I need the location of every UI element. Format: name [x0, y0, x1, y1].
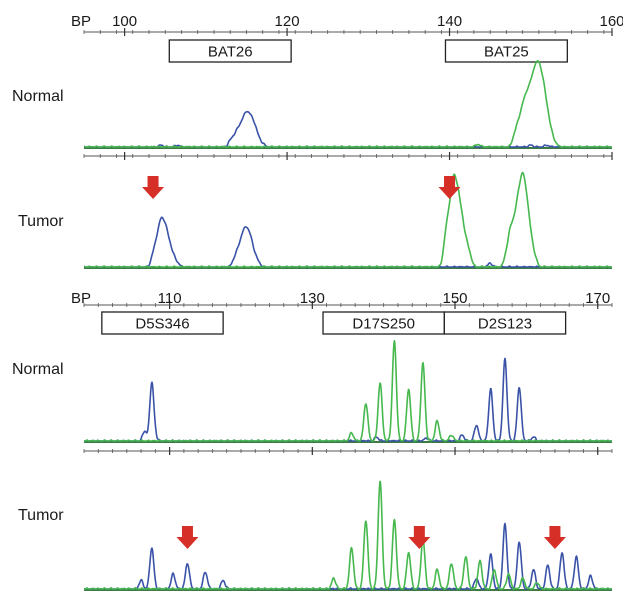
red-arrow-icon [543, 526, 566, 549]
tick-label: 140 [437, 13, 462, 30]
bp-axis: 110 130 150 170 BP [71, 290, 613, 309]
green-trace [83, 171, 613, 268]
tick-label: 100 [112, 13, 137, 30]
row-label: Normal [12, 88, 64, 105]
tick-label: 120 [275, 13, 300, 30]
tick-label: 150 [443, 290, 468, 307]
green-trace [83, 340, 613, 442]
chart-panel-1: BAT26 BAT25 Normal Tumor [12, 39, 613, 269]
row-label: Tumor [18, 507, 64, 524]
row-label: Normal [12, 361, 64, 378]
marker-rect [444, 39, 568, 63]
red-arrow-icon [142, 176, 165, 199]
trace-row-normal: Normal [12, 60, 613, 149]
marker-label: BAT26 [208, 44, 253, 61]
blue-trace [83, 357, 613, 442]
bp-axis [83, 447, 613, 455]
bp-axis [83, 152, 613, 160]
marker-box: D2S123 [443, 311, 567, 335]
marker-box: D5S346 [101, 311, 224, 335]
blue-trace [83, 522, 613, 590]
red-arrow-icon [438, 176, 461, 199]
marker-rect [101, 311, 224, 335]
marker-box: BAT25 [444, 39, 568, 63]
marker-label: D2S123 [478, 316, 532, 333]
axis-unit-label: BP [71, 13, 91, 30]
blue-trace [83, 110, 613, 148]
marker-label: BAT25 [484, 44, 529, 61]
axis-unit-label: BP [71, 290, 91, 307]
marker-box: BAT26 [168, 39, 292, 63]
bp-axis: 100 120 140 160 BP [71, 13, 623, 36]
row-label: Tumor [18, 213, 64, 230]
marker-rect [168, 39, 292, 63]
red-arrow-icon [176, 526, 199, 549]
trace-row-tumor: Tumor [18, 480, 613, 591]
tick-label: 170 [585, 290, 610, 307]
trace-row-tumor: Tumor [18, 171, 613, 269]
marker-label: D17S250 [352, 316, 415, 333]
tick-label: 130 [300, 290, 325, 307]
tick-label: 160 [599, 13, 623, 30]
marker-box: D17S250 [322, 311, 445, 335]
marker-label: D5S346 [135, 316, 189, 333]
tick-label: 110 [158, 290, 182, 307]
marker-rect [443, 311, 567, 335]
green-trace [83, 480, 613, 590]
trace-row-normal: Normal [12, 340, 613, 443]
red-arrow-icon [408, 526, 431, 549]
green-trace [83, 60, 613, 148]
chart-panel-2: D5S346 D17S250 D2S123 Normal Tumor [12, 311, 613, 591]
